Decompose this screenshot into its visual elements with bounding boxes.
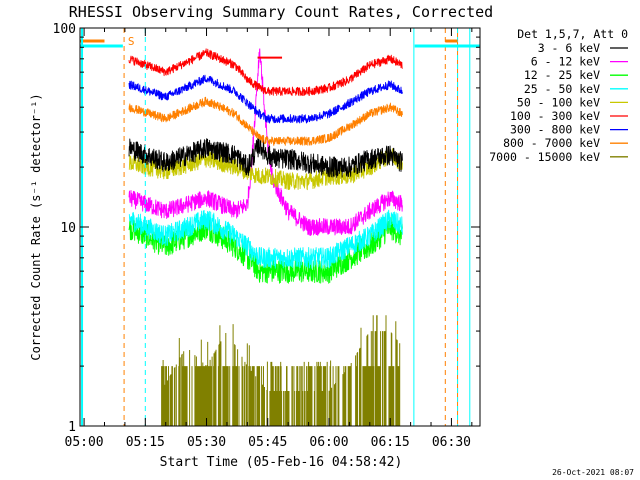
series-line-s6 [128,48,403,97]
x-tick-label: 05:15 [126,435,165,450]
legend-label-s6: 100 - 300 keV [510,109,600,123]
series-line-s9 [161,315,401,426]
x-axis-label: Start Time (05-Feb-16 04:58:42) [160,455,403,470]
legend-label-s8: 800 - 7000 keV [503,136,600,150]
legend-label-s4: 25 - 50 keV [524,82,600,96]
legend-label-s3: 12 - 25 keV [524,68,600,82]
legend-label-s1: 3 - 6 keV [538,41,600,55]
x-tick-label: 06:15 [371,435,410,450]
legend-label-s7: 300 - 800 keV [510,123,600,137]
series-line-s3 [128,215,403,284]
x-tick-label: 06:00 [309,435,348,450]
legend-label-s2: 6 - 12 keV [531,55,600,69]
y-axis: 1 10 100 [53,22,480,435]
y-axis-label: Corrected Count Rate (s⁻¹ detector⁻¹) [29,93,43,360]
series-line-s4 [128,209,403,269]
legend-label-s5: 50 - 100 keV [517,95,600,109]
x-tick-label: 06:30 [432,435,471,450]
x-tick-label: 05:45 [248,435,287,450]
series-line-s7 [128,74,403,124]
legend-label-s9: 7000 - 15000 keV [489,150,600,164]
saa-label: S [128,35,135,48]
y-tick-label: 100 [53,22,76,37]
render-timestamp: 26-Oct-2021 08:07 [552,468,634,477]
y-tick-label: 1 [68,420,76,435]
legend-header: Det 1,5,7, Att 0 [517,27,628,41]
x-tick-label: 05:30 [187,435,226,450]
series-group [128,48,403,426]
series-line-s8 [128,96,403,146]
series-line-s1 [128,134,403,178]
x-tick-label: 05:00 [65,435,104,450]
series-line-s2 [128,48,403,237]
plot-area: S [80,28,480,426]
chart-title: RHESSI Observing Summary Count Rates, Co… [69,3,493,21]
x-axis: 05:00 05:15 05:30 05:45 06:00 06:15 06:30 [65,28,473,450]
y-tick-label: 10 [60,221,76,236]
